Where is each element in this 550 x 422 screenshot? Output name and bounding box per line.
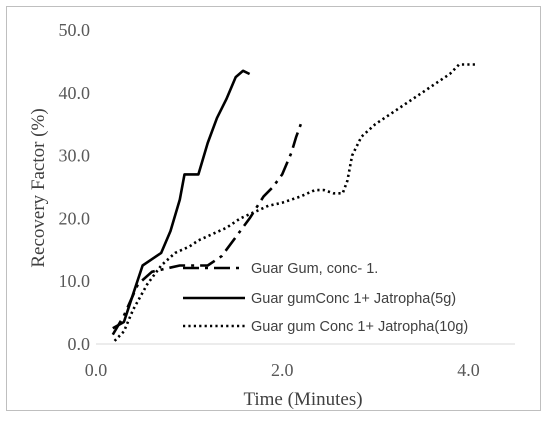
x-tick-label: 0.0 <box>85 360 108 380</box>
y-tick-label: 10.0 <box>59 271 91 291</box>
x-tick-labels: 0.0 2.0 4.0 <box>85 360 480 380</box>
series-line-3 <box>113 63 478 342</box>
x-tick-label: 2.0 <box>271 360 294 380</box>
x-tick-label: 4.0 <box>457 360 480 380</box>
y-tick-label: 50.0 <box>59 20 91 40</box>
x-axis-title: Time (Minutes) <box>243 389 362 410</box>
series-line-1 <box>111 123 303 336</box>
y-tick-label: 30.0 <box>59 146 91 166</box>
y-axis-title: Recovery Factor (%) <box>28 108 49 267</box>
legend: Guar Gum, conc- 1. Guar gumConc 1+ Jatrop… <box>183 261 468 335</box>
y-tick-label: 0.0 <box>68 334 91 354</box>
y-tick-label: 40.0 <box>59 83 91 103</box>
legend-label-2: Guar gumConc 1+ Jatropha(5g) <box>251 291 456 307</box>
legend-label-3: Guar gum Conc 1+ Jatropha(10g) <box>251 319 468 335</box>
chart-frame <box>6 6 541 411</box>
legend-label-1: Guar Gum, conc- 1. <box>251 261 378 277</box>
y-tick-label: 20.0 <box>59 208 91 228</box>
series-lines <box>111 63 478 342</box>
y-tick-labels: 0.0 10.0 20.0 30.0 40.0 50.0 <box>59 20 91 354</box>
series-line-2 <box>112 69 251 330</box>
